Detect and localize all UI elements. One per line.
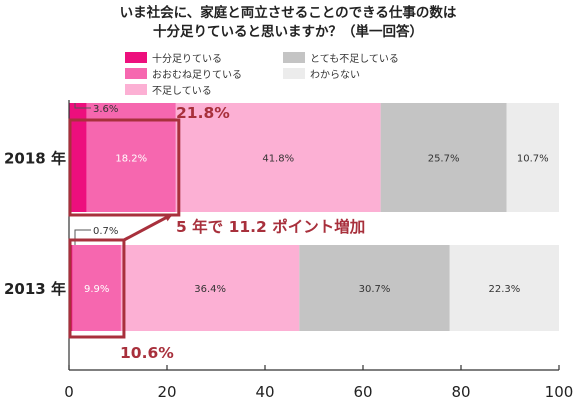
legend-label-series-3: とても不足している [310,53,399,65]
value-label-0-series-3: 25.7% [428,154,460,165]
legend-swatch-series-2 [125,84,147,95]
small-value-label-1: 0.7% [93,226,118,237]
bar-1-series-1 [72,245,121,331]
x-tick-label-5: 100 [545,383,574,401]
x-tick-label-2: 40 [255,383,274,401]
chart-title-line-2: 十分足りていると思いますか？（単一回答） [153,23,423,40]
bar-0-series-4 [506,103,559,212]
leader-line-1 [74,229,91,245]
bar-0-series-2 [175,103,381,212]
x-tick-label-0: 0 [64,383,74,401]
legend-label-series-4: わからない [310,69,360,81]
value-label-0-series-4: 10.7% [517,154,549,165]
bar-1-series-4 [449,245,559,331]
value-label-0-series-2: 41.8% [262,154,294,165]
legend-label-series-2: 不足している [152,85,212,97]
x-tick-label-4: 80 [451,383,470,401]
increase-arrow [123,213,173,242]
legend-swatch-series-0 [125,52,147,63]
bar-1-series-3 [299,245,450,331]
legend-swatch-series-3 [283,52,305,63]
small-value-label-0: 3.6% [93,104,118,115]
x-tick-label-1: 20 [157,383,176,401]
bar-0-series-3 [380,103,507,212]
value-label-1-series-2: 36.4% [194,284,226,295]
bar-1-series-2 [120,245,300,331]
legend-label-series-1: おおむね足りている [152,69,242,81]
annotations: 21.8% 10.6% 5 年で 11.2 ポイント増加 [68,104,365,362]
total-label-2018: 21.8% [176,104,230,122]
bars: 18.2% 41.8% 25.7% 10.7% 2018 年 9.9% 36.4% 30.7%… [4,103,559,331]
highlight-box-2013 [68,238,126,339]
chart-title-line-1: いま社会に、家庭と両立させることのできる仕事の数は [120,4,457,21]
bar-0-series-0 [69,103,87,212]
highlight-box-2018 [68,118,181,217]
leader-line-0 [74,103,91,109]
legend-swatch-series-1 [125,68,147,79]
category-label-1: 2013 年 [4,280,66,298]
legend-label-series-0: 十分足りている [152,52,222,65]
value-label-1-series-1: 9.9% [84,284,109,295]
total-label-2013: 10.6% [120,344,174,362]
value-label-1-series-3: 30.7% [359,284,391,295]
x-tick-label-3: 60 [353,383,372,401]
category-label-0: 2018 年 [4,150,66,168]
value-label-0-series-1: 18.2% [115,154,147,165]
value-label-1-series-4: 22.3% [488,284,520,295]
legend-swatch-series-4 [283,68,305,79]
increase-label: 5 年で 11.2 ポイント増加 [176,217,365,236]
